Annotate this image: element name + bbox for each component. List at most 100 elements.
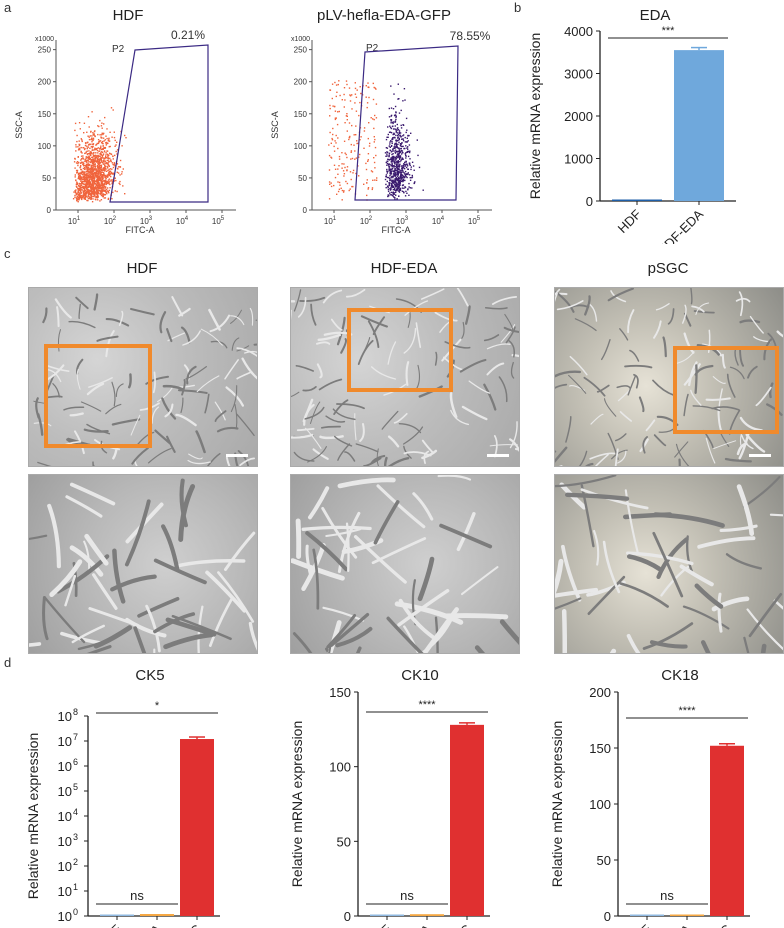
y-tick-exponent: 8 (73, 707, 78, 717)
cells (555, 288, 783, 466)
scale-bar (487, 454, 509, 457)
bar-hdf (370, 914, 404, 916)
bar-hdf-eda (140, 914, 174, 916)
panel-label-d: d (4, 655, 12, 670)
x-axis-label: FITC-A (126, 225, 155, 235)
y-tick-label: 10 (58, 759, 72, 774)
cells (555, 475, 783, 653)
x-tick-label: pSGC (168, 922, 204, 928)
y-tick-label: 100 (38, 142, 52, 151)
x-tick-label: HDF (615, 206, 645, 236)
x-tick-label: HDF-EDA (383, 921, 435, 928)
y-tick-label: 150 (38, 110, 52, 119)
chart-title: EDA (640, 7, 671, 24)
x-tick-label: 101 (68, 216, 81, 226)
x-tick-label: 105 (468, 216, 481, 226)
panel-label-b: b (514, 0, 522, 15)
scatter-points (72, 107, 127, 203)
significance-label: ns (660, 888, 674, 903)
panel-label-a: a (4, 0, 12, 15)
ck18-bar-chart: CK18 Relative mRNA expression 0 50 100 150 200… (549, 667, 750, 928)
zoom-region-box (347, 308, 453, 392)
y-tick-exponent: 1 (73, 882, 78, 892)
flow-title: pLV-hefla-EDA-GFP (317, 7, 451, 24)
significance-label: **** (418, 699, 436, 711)
gate-polygon (354, 45, 459, 201)
significance-label: * (155, 700, 160, 712)
y-tick-label: 10 (58, 809, 72, 824)
chart-title: CK18 (661, 667, 699, 684)
y-tick-label: 10 (58, 884, 72, 899)
y-tick-exponent: 6 (73, 757, 78, 767)
y-multiplier: x1000 (35, 36, 54, 43)
micrograph-psgc (554, 287, 784, 467)
y-tick-label: 150 (294, 110, 308, 119)
bar-psgc (710, 745, 744, 916)
bar-hdf (612, 199, 662, 201)
y-tick-label: 0 (604, 909, 611, 924)
cells (291, 475, 519, 653)
y-axis-label: Relative mRNA expression (25, 733, 41, 900)
zoom-region-box (44, 344, 152, 448)
y-tick-label: 0 (47, 206, 52, 215)
significance-label: ns (400, 888, 414, 903)
y-axis-label: Relative mRNA expression (549, 721, 565, 888)
cell-texture (291, 288, 519, 466)
eda-bar-chart: EDA Relative mRNA expression 0 1000 2000 3000… (527, 7, 736, 244)
micrograph-psgc-zoom (554, 474, 784, 654)
y-tick-label: 10 (58, 734, 72, 749)
y-tick-label: 3000 (564, 67, 593, 82)
y-multiplier: x1000 (291, 36, 310, 43)
panel-label-c: c (4, 246, 11, 261)
x-tick-label: 103 (396, 216, 409, 226)
bar-hdf (630, 914, 664, 916)
y-tick-exponent: 4 (73, 807, 78, 817)
y-tick-label: 1000 (564, 152, 593, 167)
y-tick-exponent: 2 (73, 857, 78, 867)
y-tick-label: 200 (589, 685, 611, 700)
x-tick-label: HDF (625, 921, 655, 928)
y-tick-label: 10 (58, 834, 72, 849)
y-tick-exponent: 0 (73, 907, 78, 917)
x-tick-label: 105 (212, 216, 225, 226)
cell-texture (29, 478, 257, 653)
y-tick-label: 250 (38, 46, 52, 55)
y-tick-label: 0 (344, 909, 351, 924)
bar-hdf (100, 914, 134, 916)
x-tick-label: HDF (365, 921, 395, 928)
bar-hdf-eda (670, 914, 704, 916)
y-tick-label: 10 (58, 709, 72, 724)
x-tick-label: HDF-EDA (643, 921, 695, 928)
x-tick-label: 102 (360, 216, 373, 226)
micrograph-hdf-zoom (28, 474, 258, 654)
y-tick-label: 150 (329, 685, 351, 700)
y-tick-exponent: 5 (73, 782, 78, 792)
bar-psgc (450, 724, 484, 916)
chart-title: CK5 (135, 667, 164, 684)
y-tick-label: 200 (38, 78, 52, 87)
bar-hdf-eda (410, 914, 444, 916)
x-tick-label: HDF-EDA (655, 206, 707, 244)
y-tick-label: 100 (294, 142, 308, 151)
micro-title-hdf-eda: HDF-EDA (370, 260, 438, 277)
micrograph-hdf-eda (290, 287, 520, 467)
y-tick-label: 250 (294, 46, 308, 55)
y-tick-label: 10 (58, 909, 72, 924)
y-axis-label: SSC-A (270, 111, 280, 139)
y-tick-label: 100 (329, 760, 351, 775)
cell-texture (555, 475, 783, 653)
flow-title: HDF (113, 7, 144, 24)
x-tick-label: 104 (432, 216, 445, 226)
micro-title-hdf: HDF (126, 260, 158, 277)
micrograph-hdf-eda-zoom (290, 474, 520, 654)
gate-name: P2 (112, 44, 125, 55)
gate-percent: 78.55% (450, 29, 491, 43)
cell-texture (291, 475, 519, 653)
y-tick-label: 10 (58, 784, 72, 799)
x-tick-label: 102 (104, 216, 117, 226)
y-tick-label: 50 (597, 853, 611, 868)
y-tick-label: 50 (298, 174, 307, 183)
x-tick-label: HDF (95, 921, 125, 928)
micro-title-psgc: pSGC (647, 260, 689, 277)
